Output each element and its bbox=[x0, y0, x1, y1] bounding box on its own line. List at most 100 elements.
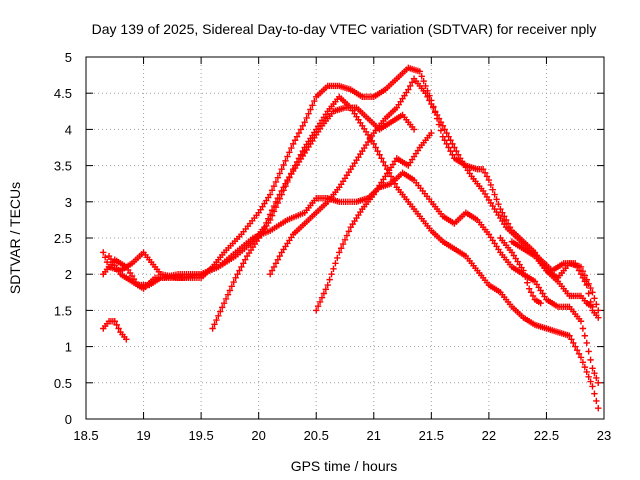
x-tick-label: 18.5 bbox=[73, 428, 98, 443]
data-point bbox=[266, 216, 274, 224]
data-point bbox=[290, 140, 297, 148]
data-point bbox=[581, 332, 589, 339]
data-point bbox=[483, 173, 491, 180]
series-track-1 bbox=[100, 318, 130, 343]
data-point bbox=[297, 151, 305, 158]
data-point bbox=[228, 283, 236, 290]
data-point bbox=[587, 378, 594, 385]
data-point bbox=[447, 137, 454, 144]
data-point bbox=[585, 348, 592, 355]
data-point bbox=[437, 118, 445, 126]
data-point bbox=[424, 93, 431, 101]
data-point bbox=[587, 298, 594, 306]
data-point bbox=[213, 316, 220, 324]
data-point bbox=[491, 191, 498, 198]
data-point bbox=[443, 129, 450, 137]
data-point bbox=[280, 161, 287, 169]
data-point bbox=[278, 191, 285, 198]
data-point bbox=[525, 285, 533, 292]
y-tick-label: 1.5 bbox=[54, 303, 72, 318]
data-point bbox=[324, 281, 331, 289]
data-point bbox=[479, 166, 487, 173]
data-point bbox=[115, 325, 122, 332]
data-point bbox=[288, 170, 295, 177]
data-point bbox=[230, 278, 237, 286]
y-axis-title: SDTVAR / TECUs bbox=[7, 182, 23, 294]
data-point bbox=[276, 252, 283, 260]
data-point bbox=[502, 216, 510, 224]
data-point bbox=[489, 186, 496, 193]
data-point bbox=[376, 151, 383, 158]
y-tick-label: 2.5 bbox=[54, 231, 72, 246]
data-point bbox=[439, 133, 447, 140]
series-track-7 bbox=[313, 129, 435, 314]
data-point bbox=[282, 182, 289, 190]
x-tick-label: 23 bbox=[597, 428, 611, 443]
x-tick-label: 19.5 bbox=[188, 428, 213, 443]
data-point bbox=[123, 336, 130, 343]
data-point bbox=[408, 79, 416, 86]
data-point bbox=[568, 336, 575, 343]
data-point bbox=[407, 82, 414, 90]
plot-frame bbox=[85, 56, 605, 420]
data-point bbox=[266, 271, 274, 278]
data-point bbox=[380, 158, 387, 166]
data-point bbox=[529, 292, 537, 300]
data-point bbox=[328, 271, 335, 278]
data-point bbox=[499, 209, 506, 216]
data-point bbox=[581, 272, 589, 279]
data-point bbox=[286, 149, 293, 156]
x-tick-label: 21.5 bbox=[419, 428, 444, 443]
x-tick-label: 20 bbox=[251, 428, 265, 443]
data-point bbox=[288, 144, 295, 152]
data-point bbox=[422, 82, 429, 90]
data-point bbox=[587, 356, 594, 364]
data-point bbox=[410, 126, 418, 133]
data-point bbox=[103, 258, 111, 266]
data-point bbox=[585, 373, 592, 380]
data-point bbox=[445, 133, 452, 140]
data-point bbox=[345, 228, 353, 235]
data-point bbox=[443, 140, 450, 148]
data-point bbox=[272, 178, 280, 186]
y-tick-label: 4 bbox=[65, 122, 72, 137]
data-point bbox=[238, 263, 245, 271]
data-point bbox=[220, 299, 228, 307]
data-point bbox=[290, 166, 297, 173]
data-point bbox=[418, 73, 425, 80]
data-point bbox=[589, 365, 596, 372]
data-point bbox=[219, 304, 226, 311]
data-point bbox=[577, 354, 585, 361]
data-point bbox=[441, 137, 448, 144]
data-point bbox=[593, 374, 600, 382]
data-point bbox=[422, 90, 429, 97]
x-tick-label: 19 bbox=[136, 428, 150, 443]
data-point bbox=[451, 144, 458, 151]
data-point bbox=[341, 236, 349, 244]
tick-labels: 18.5 19 19.5 20 20.5 21 21.5 22 22.5 2300.511.522… bbox=[54, 50, 611, 443]
data-point bbox=[236, 267, 243, 274]
data-point bbox=[320, 290, 328, 297]
data-point bbox=[577, 318, 585, 325]
data-point bbox=[579, 267, 587, 275]
data-point bbox=[299, 147, 306, 155]
data-point bbox=[445, 144, 452, 151]
data-point bbox=[391, 180, 399, 187]
data-point bbox=[334, 254, 341, 262]
data-point bbox=[330, 265, 337, 272]
data-point bbox=[211, 321, 218, 328]
y-tick-label: 1 bbox=[65, 340, 72, 355]
data-point bbox=[316, 298, 324, 306]
data-point bbox=[339, 240, 347, 248]
data-point bbox=[524, 279, 531, 286]
y-tick-label: 0 bbox=[65, 412, 72, 427]
data-point bbox=[389, 176, 397, 184]
data-point bbox=[583, 368, 590, 376]
data-point bbox=[583, 339, 590, 347]
data-point bbox=[426, 97, 433, 104]
data-point bbox=[291, 162, 299, 169]
data-point bbox=[520, 267, 527, 274]
data-point bbox=[587, 284, 594, 292]
data-point bbox=[441, 126, 448, 133]
data-point bbox=[270, 182, 278, 190]
